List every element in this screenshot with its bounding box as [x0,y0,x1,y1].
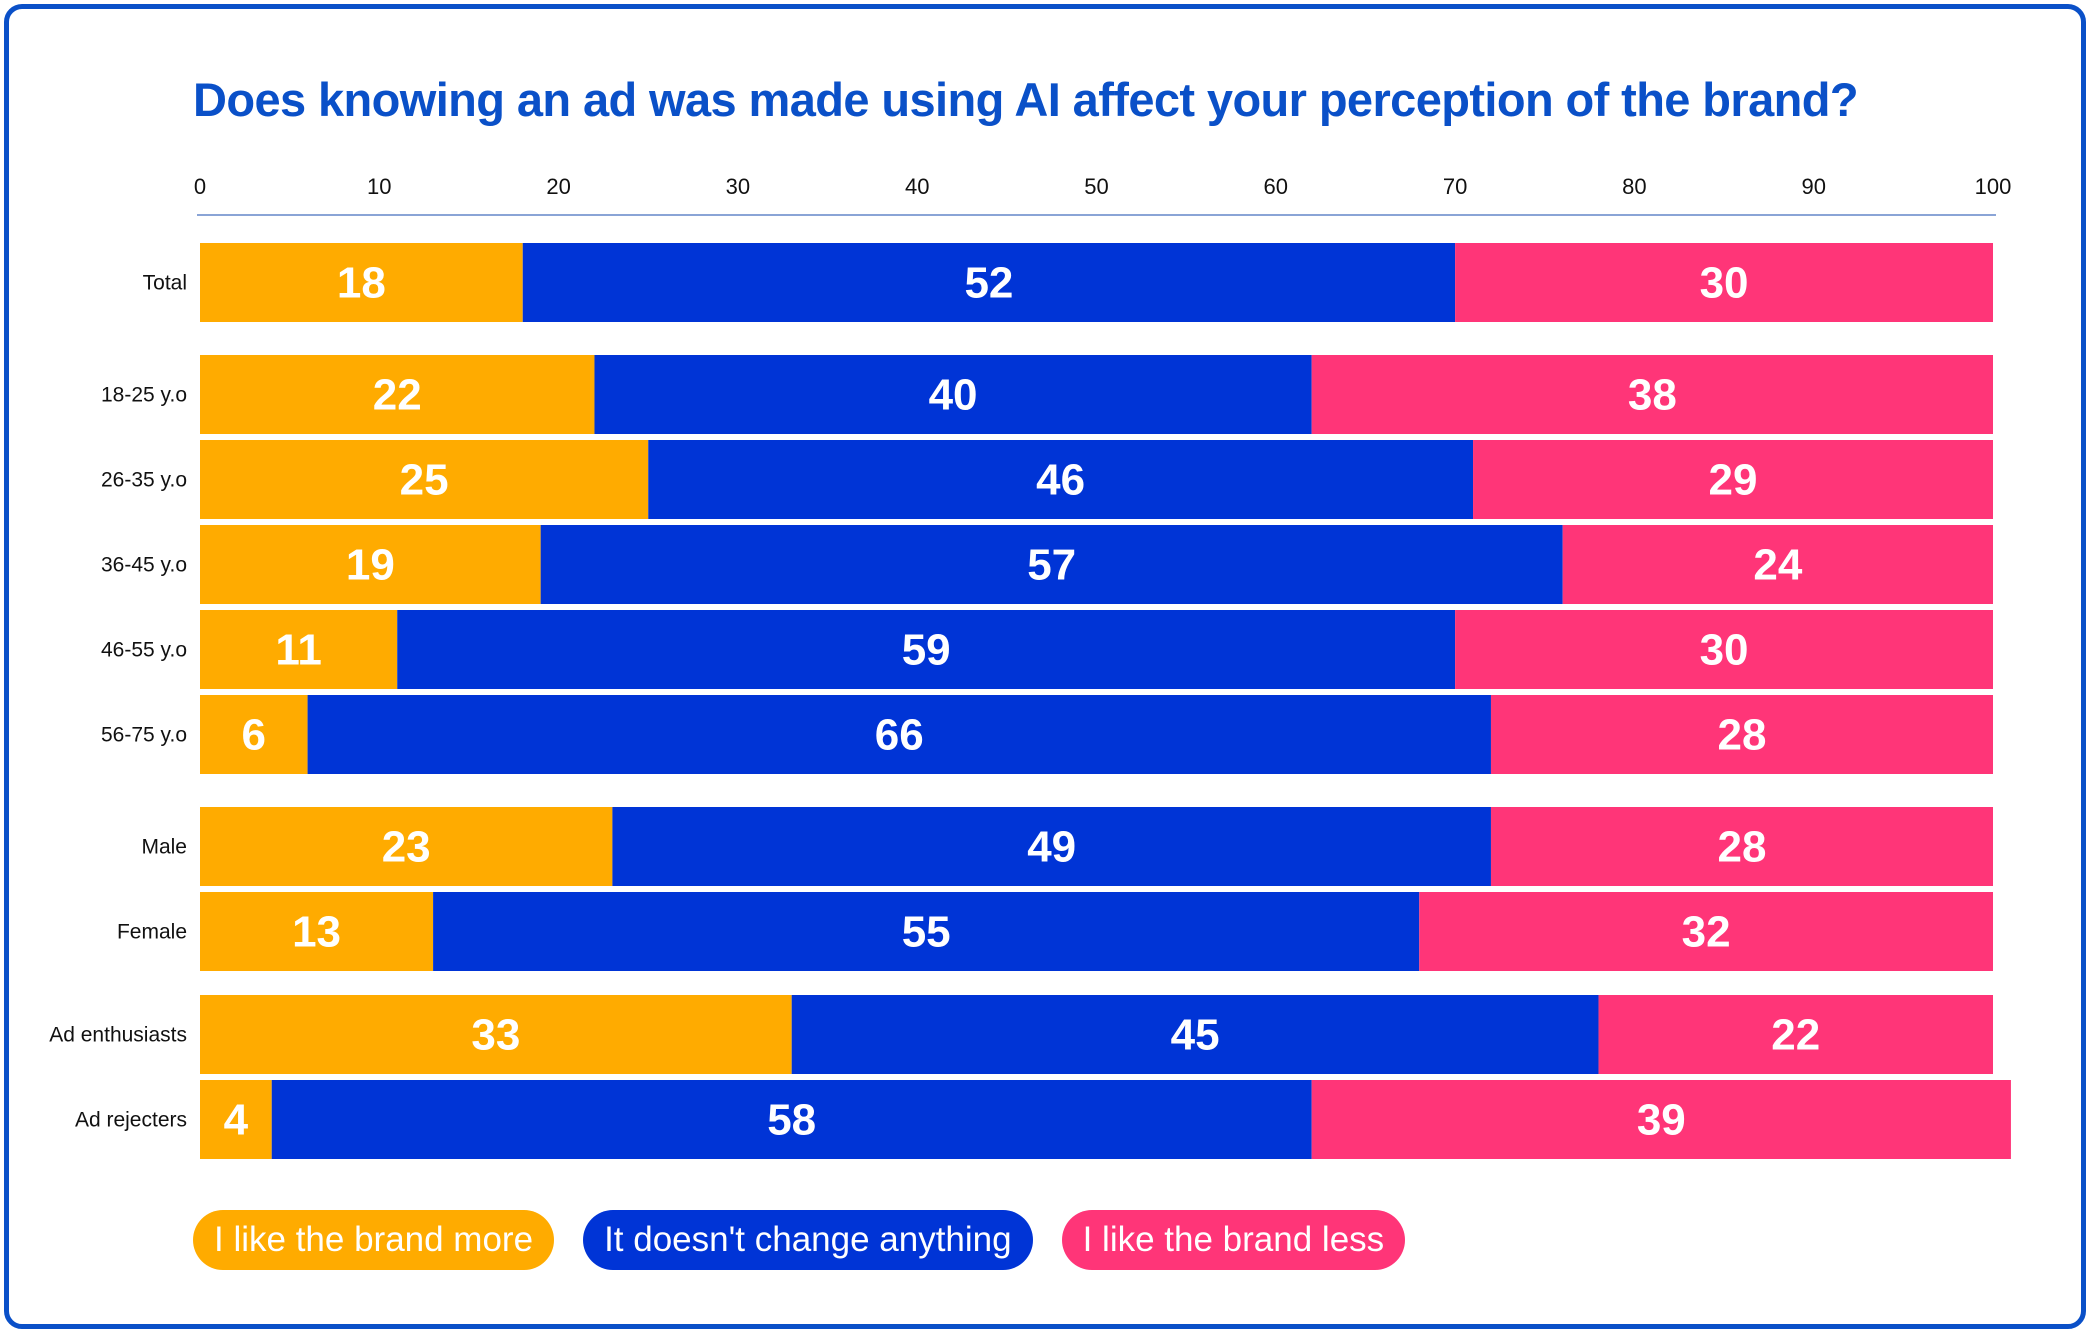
x-tick-label: 70 [1443,174,1467,199]
data-label: 28 [1718,711,1767,760]
bar-segment [200,807,613,886]
category-label: 26-35 y.o [101,469,187,492]
bar-segment [200,695,308,774]
x-tick-label: 20 [546,174,570,199]
data-label: 11 [275,626,322,675]
data-label: 23 [382,823,431,872]
data-label: 22 [1771,1011,1820,1060]
category-label: Total [143,272,187,295]
bar-segment [200,440,649,519]
bar-segment [648,440,1474,519]
bar-segments [200,243,2011,1159]
data-label: 25 [400,456,449,505]
bar-segment [433,892,1420,971]
data-label: 52 [964,259,1013,308]
data-label: 45 [1171,1011,1220,1060]
category-label: Male [141,836,187,859]
bar-segment [271,1080,1312,1159]
category-label: 36-45 y.o [101,554,187,577]
data-label: 46 [1036,456,1085,505]
category-label: 18-25 y.o [101,384,187,407]
bar-segment [1455,610,1993,689]
bar-segment [540,525,1563,604]
bar-segment [1598,995,1993,1074]
data-label: 4 [224,1096,249,1145]
data-label: 24 [1753,541,1802,590]
category-label: Ad rejecters [75,1109,187,1132]
category-label: 56-75 y.o [101,724,187,747]
bar-segment [1455,243,1993,322]
x-tick-label: 30 [726,174,750,199]
data-label: 49 [1027,823,1076,872]
data-label: 18 [337,259,386,308]
category-label: Ad enthusiasts [49,1024,187,1047]
bar-segment [522,243,1456,322]
x-tick-label: 100 [1975,174,2012,199]
bar-segment [594,355,1312,434]
data-label: 6 [242,711,266,760]
data-label: 39 [1637,1096,1686,1145]
bar-segment [200,525,541,604]
data-label: 40 [929,371,978,420]
bar-segment [1562,525,1993,604]
x-tick-label: 40 [905,174,929,199]
data-label: 57 [1027,541,1076,590]
data-label: 28 [1718,823,1767,872]
data-label: 66 [875,711,924,760]
legend-item: I like the brand less [1061,1210,1406,1270]
data-label: 13 [292,908,341,957]
x-axis-ticks: 0 10 20 30 40 50 60 70 80 90 100 [194,174,2011,199]
data-label: 32 [1682,908,1731,957]
bar-segment [200,355,595,434]
x-tick-label: 60 [1264,174,1288,199]
x-tick-label: 10 [367,174,391,199]
bar-segment [1473,440,1993,519]
category-labels: Total 18-25 y.o 26-35 y.o 36-45 y.o 46-55 y.… [49,272,187,1132]
data-label: 59 [902,626,951,675]
bar-segment [1490,807,1993,886]
data-label: 55 [902,908,951,957]
x-tick-label: 90 [1801,174,1825,199]
category-label: Female [117,921,187,944]
x-tick-label: 80 [1622,174,1646,199]
data-label: 58 [767,1096,816,1145]
data-label: 19 [346,541,395,590]
legend-item: I like the brand more [193,1210,555,1270]
legend: I like the brand more It doesn't change a… [193,1210,1406,1270]
bar-segment [397,610,1456,689]
bar-segment [791,995,1599,1074]
bar-segment [1311,1080,2011,1159]
data-label: 33 [471,1011,520,1060]
bar-segment [200,995,792,1074]
x-tick-label: 0 [194,174,206,199]
bar-segment [612,807,1491,886]
bar-segment [200,1080,272,1159]
data-label: 30 [1700,626,1749,675]
bar-segment [1490,695,1993,774]
bar-segment [1419,892,1993,971]
data-label: 22 [373,371,422,420]
bar-segment [307,695,1491,774]
legend-item: It doesn't change anything [583,1210,1033,1270]
bar-segment [200,243,523,322]
bar-segment [200,610,398,689]
bar-segment [200,892,434,971]
data-label: 38 [1628,371,1677,420]
category-label: 46-55 y.o [101,639,187,662]
data-label: 30 [1700,259,1749,308]
chart-title: Does knowing an ad was made using AI aff… [193,73,1859,126]
data-label: 29 [1709,456,1758,505]
x-tick-label: 50 [1084,174,1108,199]
bar-segment [1311,355,1993,434]
